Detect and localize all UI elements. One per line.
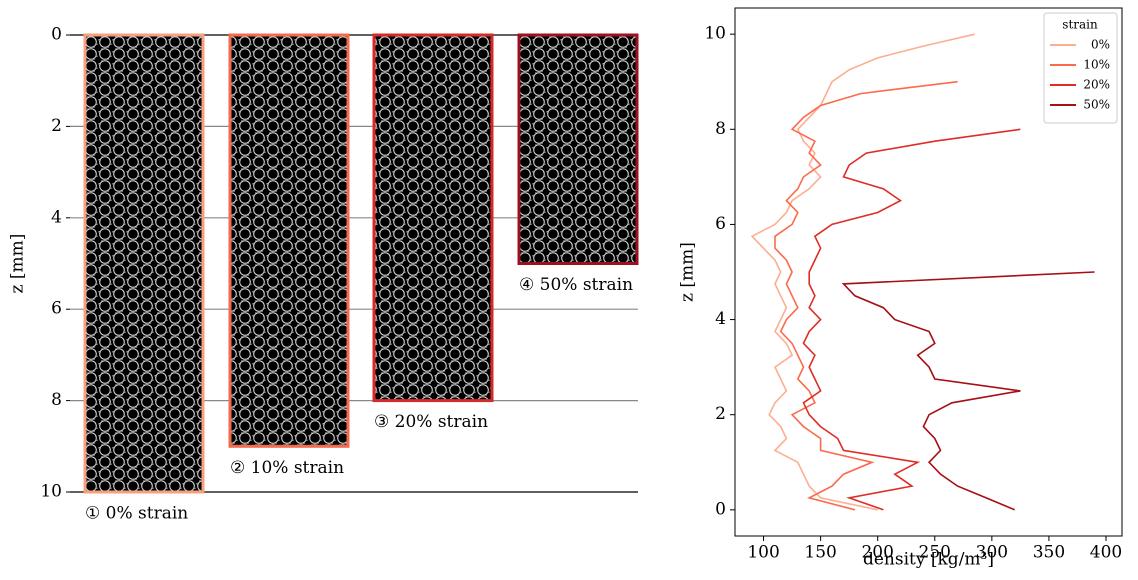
x-tick-label: 350 (1033, 543, 1065, 563)
y-tick-label: 6 (715, 214, 726, 234)
density-line (774, 80, 958, 511)
column-label: ② 10% strain (230, 458, 344, 478)
y-tick-label: 0 (51, 25, 62, 45)
y-axis-label: z [mm] (8, 234, 28, 294)
legend-entry: 20% (1083, 78, 1110, 92)
image-column (83, 33, 205, 494)
legend-entry: 0% (1091, 38, 1110, 52)
image-column (372, 33, 494, 403)
density-line (802, 128, 1021, 511)
y-tick-label: 10 (40, 482, 62, 502)
x-tick-label: 400 (1090, 543, 1122, 563)
image-column (228, 33, 350, 448)
x-axis-label: density [kg/m³] (863, 550, 994, 570)
density-line (750, 33, 975, 511)
y-tick-label: 2 (51, 116, 62, 136)
y-tick-label: 10 (704, 24, 726, 44)
legend-box (1043, 12, 1118, 124)
x-tick-label: 200 (861, 543, 893, 563)
y-tick-label: 4 (715, 309, 726, 329)
y-tick-label: 4 (51, 207, 62, 227)
plot-frame (734, 7, 1123, 537)
x-tick-label: 100 (747, 543, 779, 563)
x-tick-label: 300 (976, 543, 1008, 563)
column-label: ① 0% strain (85, 504, 188, 524)
x-tick-label: 250 (919, 543, 951, 563)
image-column (517, 33, 639, 265)
y-tick-label: 2 (715, 404, 726, 424)
y-tick-label: 6 (51, 299, 62, 319)
legend-entry: 50% (1083, 98, 1110, 112)
legend-entry: 10% (1083, 58, 1110, 72)
column-label: ④ 50% strain (519, 275, 633, 295)
x-tick-label: 150 (804, 543, 836, 563)
y-axis-label: z [mm] (678, 242, 698, 302)
density-line (841, 271, 1095, 511)
column-label: ③ 20% strain (374, 412, 488, 432)
y-tick-label: 0 (715, 499, 726, 519)
y-tick-label: 8 (715, 119, 726, 139)
legend-title: strain (1062, 18, 1098, 32)
y-tick-label: 8 (51, 390, 62, 410)
